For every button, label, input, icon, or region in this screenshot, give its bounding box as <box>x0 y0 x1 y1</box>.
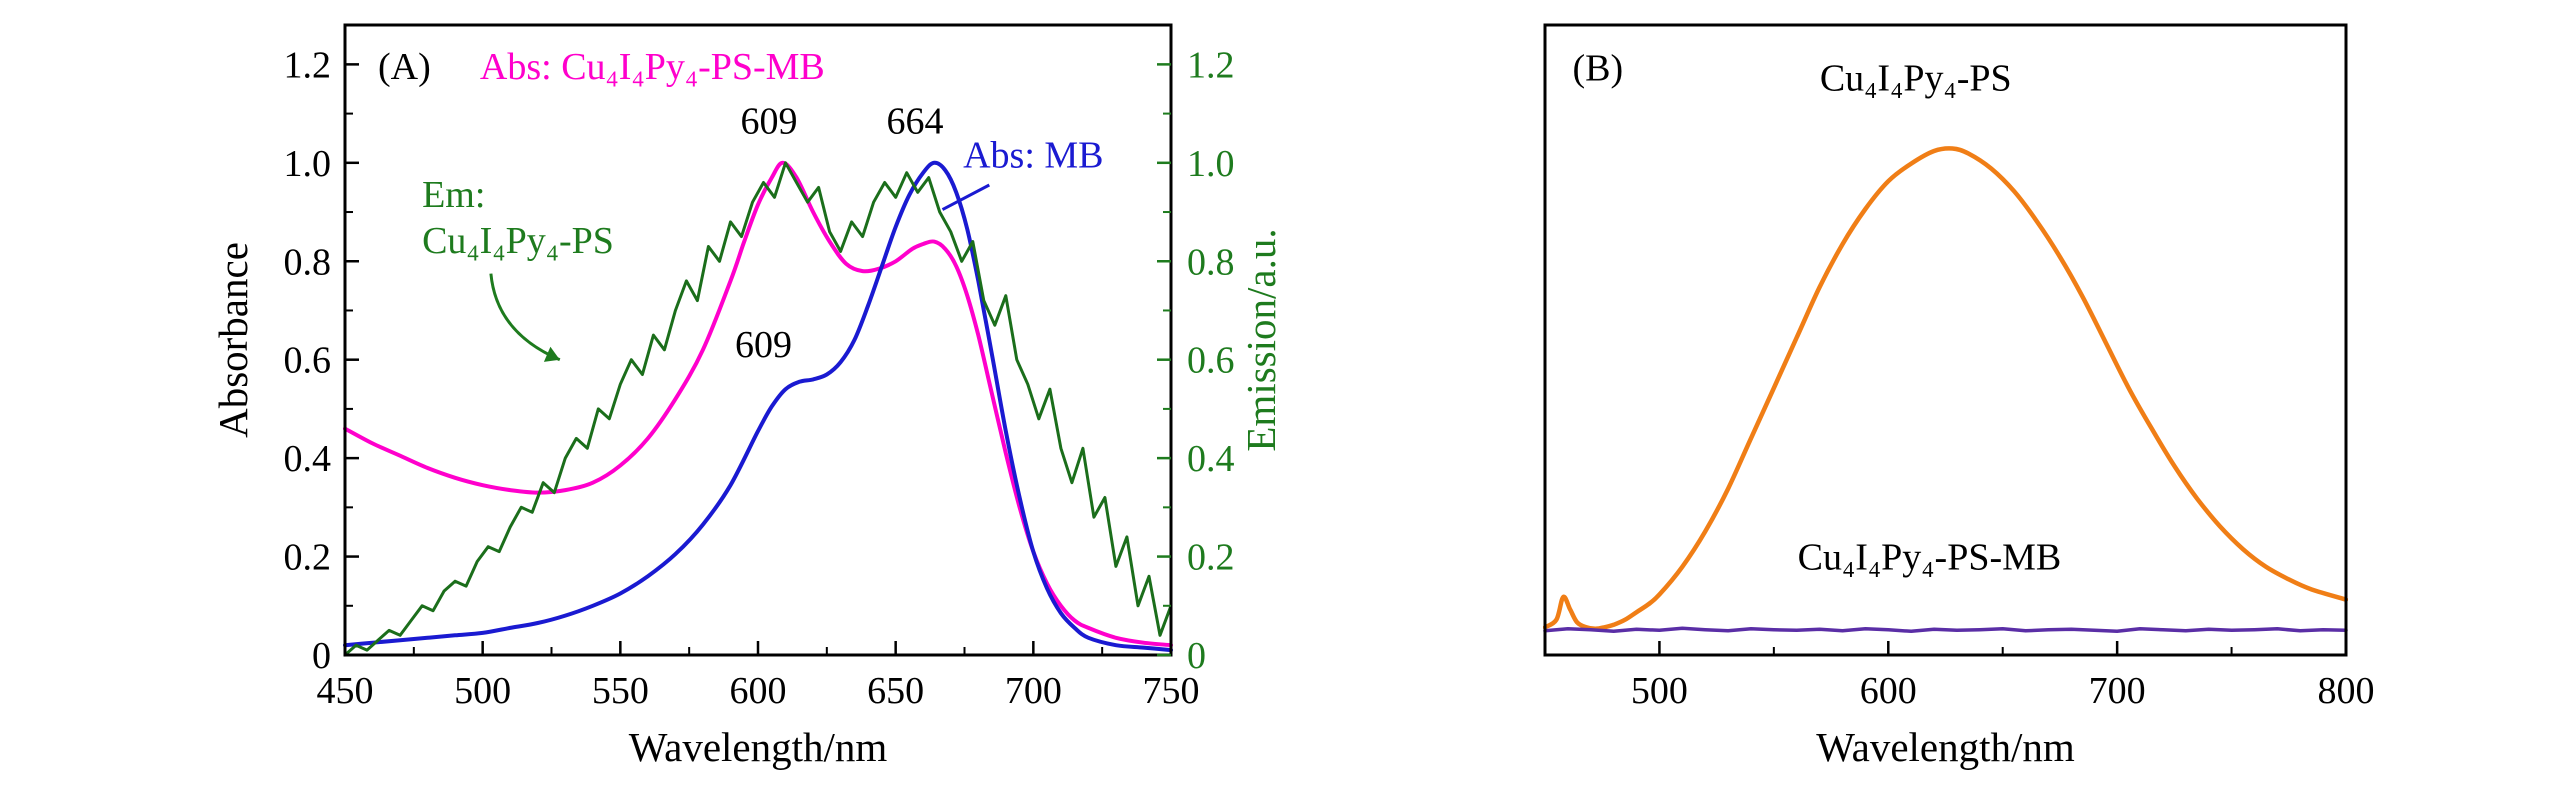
y-tick-label: 0.6 <box>284 340 332 382</box>
annotation: Em: Cu₄I₄Py₄-PS <box>422 174 614 262</box>
y-tick-label: 0.4 <box>284 438 332 480</box>
y2-tick-label: 0.2 <box>1187 537 1235 579</box>
annotation: (A) <box>378 46 431 88</box>
y2-tick-label: 1.2 <box>1187 44 1235 86</box>
annotation: Abs: MB <box>963 135 1103 177</box>
panel-b-chart: 500 600 700 800 Wavelength/nm (B) Cu₄I₄Py₄-PS C… <box>1543 23 2375 770</box>
axes-frame <box>1543 23 2348 657</box>
x-tick-label: 600 <box>730 670 787 712</box>
y-tick-label: 0.2 <box>284 537 332 579</box>
arrowhead <box>543 346 560 362</box>
y2-tick-label: 0.6 <box>1187 340 1235 382</box>
y2-axis-title: Emission/a.u. <box>1238 228 1284 451</box>
x-tick-label: 700 <box>2089 670 2146 712</box>
x-tick-label: 550 <box>592 670 649 712</box>
series-group <box>1543 146 2348 634</box>
leader-line <box>941 183 990 211</box>
x-tick-label: 450 <box>317 670 374 712</box>
annotation: Abs: Cu₄I₄Py₄-PS-MB <box>480 46 825 88</box>
series-abs-mb <box>343 160 1173 653</box>
x-tick-label: 800 <box>2318 670 2375 712</box>
x-axis-title: Wavelength/nm <box>1816 724 2075 770</box>
y-tick-label: 1.0 <box>284 143 332 185</box>
y2-tick-label: 0.4 <box>1187 438 1235 480</box>
x-tick-label: 650 <box>867 670 924 712</box>
annotation: (B) <box>1572 47 1623 89</box>
panel-a-chart: 450 500 550 600 650 700 75000.20.40.60.81.01.2… <box>210 23 1284 770</box>
annotation: Cu₄I₄Py₄-PS <box>1820 58 2012 100</box>
y-axis-title: Absorbance <box>210 242 256 438</box>
y2-tick-label: 0.8 <box>1187 241 1235 283</box>
x-axis-title: Wavelength/nm <box>629 724 888 770</box>
x-tick-label: 700 <box>1005 670 1062 712</box>
series-group <box>343 160 1173 657</box>
y2-tick-label: 0 <box>1187 635 1206 677</box>
x-tick-label: 500 <box>454 670 511 712</box>
y-tick-label: 0 <box>312 635 331 677</box>
leader-line <box>489 273 561 362</box>
x-tick-label: 600 <box>1860 670 1917 712</box>
series-em-cu4i4py4-ps-mb-b <box>1543 626 2348 634</box>
series-em-cu4i4py4-ps <box>343 161 1173 657</box>
series-em-cu4i4py4-ps-b <box>1543 146 2348 632</box>
annotation: Cu₄I₄Py₄-PS-MB <box>1798 536 2062 578</box>
annotation: 609 <box>735 324 792 366</box>
annotation: 664 <box>886 100 943 142</box>
y-tick-label: 1.2 <box>284 44 332 86</box>
x-tick-label: 500 <box>1631 670 1688 712</box>
annotation: 609 <box>741 100 798 142</box>
x-tick-label: 750 <box>1143 670 1200 712</box>
y-tick-label: 0.8 <box>284 241 332 283</box>
y2-tick-label: 1.0 <box>1187 143 1235 185</box>
